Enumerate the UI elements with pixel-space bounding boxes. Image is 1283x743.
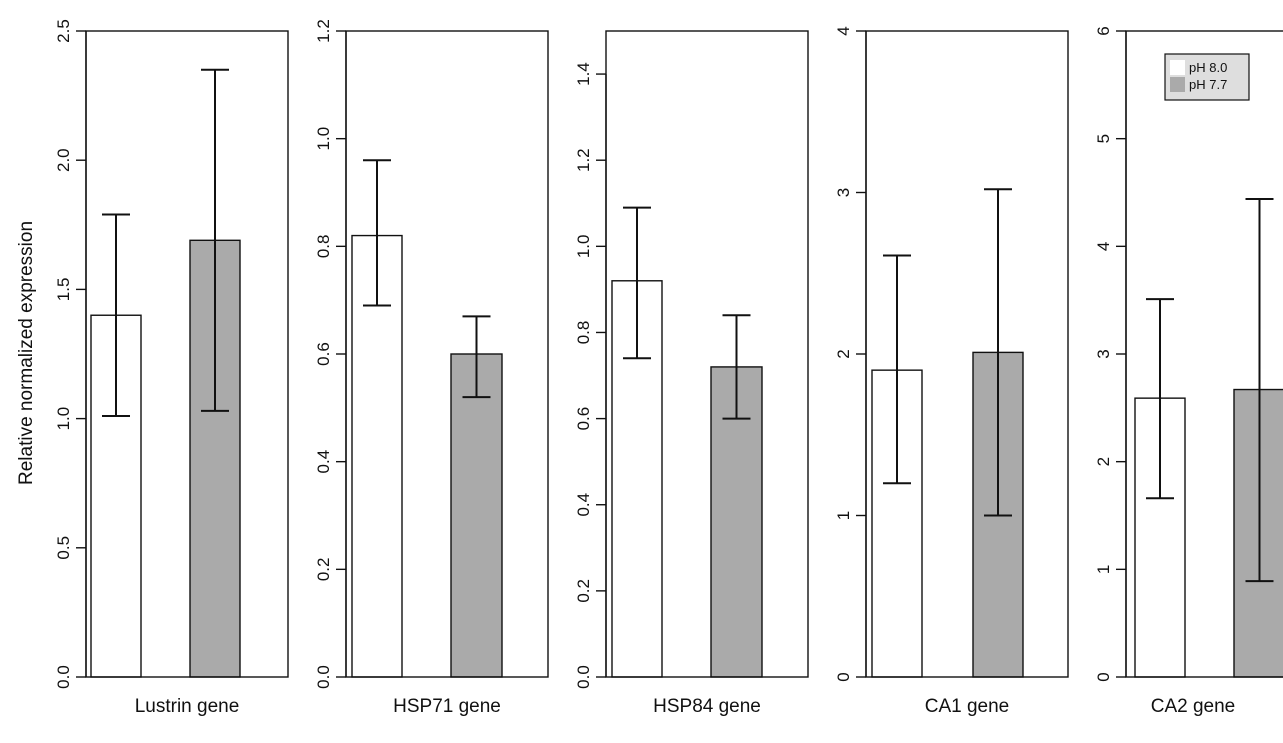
gene-label: CA1 gene [925, 696, 1010, 717]
legend-label: pH 8.0 [1189, 60, 1227, 75]
y-tick-label: 0.2 [314, 558, 333, 582]
y-tick-label: 2.5 [54, 19, 73, 43]
y-tick-label: 0.0 [574, 665, 593, 689]
y-tick-label: 0.6 [314, 342, 333, 366]
y-tick-label: 4 [1094, 242, 1113, 251]
legend-swatch [1170, 60, 1185, 75]
chart-panel: 0.0 0.5 1.0 1.5 2.0 2.5 Lustrin gene [54, 19, 289, 717]
y-tick-label: 0.8 [574, 321, 593, 345]
chart-panel: 0.0 0.2 0.4 0.6 0.8 1.0 1.2 HSP71 gene [314, 19, 549, 717]
y-tick-label: 2.0 [54, 148, 73, 172]
y-tick-label: 0.8 [314, 235, 333, 259]
y-tick-label: 0.4 [574, 493, 593, 517]
y-tick-label: 3 [834, 188, 853, 197]
y-tick-label: 1.0 [54, 407, 73, 431]
y-tick-label: 2 [1094, 457, 1113, 466]
gene-label: HSP71 gene [393, 696, 501, 717]
y-tick-label: 1.2 [574, 148, 593, 172]
chart-panel: 0 1 2 3 4 5 6 CA2 gene [1094, 26, 1283, 717]
chart-panel: 0.0 0.2 0.4 0.6 0.8 1.0 1.2 1.4 HSP84 gene [574, 30, 809, 717]
gene-label: HSP84 gene [653, 696, 761, 717]
legend-swatch [1170, 77, 1185, 92]
y-tick-label: 1.0 [314, 127, 333, 151]
y-tick-label: 1.2 [314, 19, 333, 43]
y-tick-label: 0.5 [54, 536, 73, 560]
y-tick-label: 0.0 [54, 665, 73, 689]
y-tick-label: 1.4 [574, 62, 593, 86]
gene-label: Lustrin gene [135, 696, 240, 717]
gene-label: CA2 gene [1151, 696, 1236, 717]
y-axis-label: Relative normalized expression [16, 221, 37, 485]
y-tick-label: 3 [1094, 349, 1113, 358]
legend-label: pH 7.7 [1189, 77, 1227, 92]
y-tick-label: 4 [834, 26, 853, 35]
y-tick-label: 0.0 [314, 665, 333, 689]
y-tick-label: 0 [834, 672, 853, 681]
y-tick-label: 5 [1094, 134, 1113, 143]
y-tick-label: 1 [1094, 565, 1113, 574]
y-tick-label: 6 [1094, 26, 1113, 35]
y-tick-label: 2 [834, 349, 853, 358]
y-tick-label: 1.0 [574, 235, 593, 259]
y-tick-label: 1.5 [54, 278, 73, 302]
chart-panel: 0 1 2 3 4 CA1 gene [834, 26, 1069, 717]
y-tick-label: 1 [834, 511, 853, 520]
y-tick-label: 0.6 [574, 407, 593, 431]
bar-ph80 [351, 234, 403, 678]
legend: pH 8.0 pH 7.7 [1164, 53, 1250, 101]
y-tick-label: 0.2 [574, 579, 593, 603]
y-tick-label: 0 [1094, 672, 1113, 681]
y-tick-label: 0.4 [314, 450, 333, 474]
bar-ph77 [450, 353, 503, 678]
